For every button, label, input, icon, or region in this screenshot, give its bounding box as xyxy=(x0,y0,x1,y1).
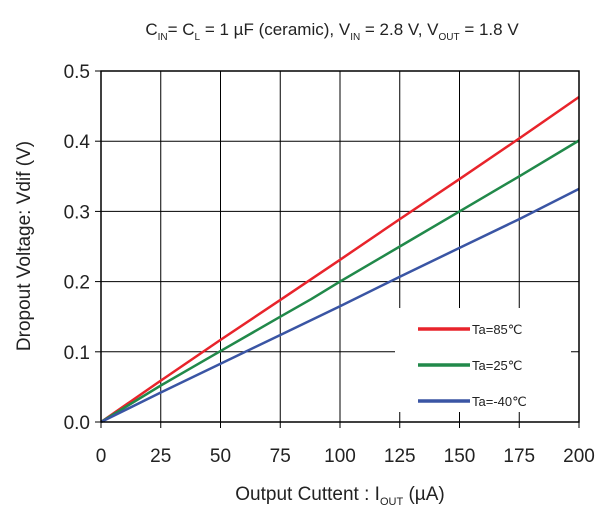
y-tick-label: 0.3 xyxy=(64,202,90,223)
x-tick-label: 75 xyxy=(270,446,291,467)
legend: Ta=85℃ Ta=25℃ Ta=-40℃ xyxy=(395,308,571,412)
series-lines xyxy=(100,95,580,424)
legend-label: Ta=-40℃ xyxy=(472,394,527,409)
x-axis-label: Output Cuttent : IOUT (µA) xyxy=(235,484,445,508)
y-tick-label: 0.5 xyxy=(64,62,90,83)
legend-box xyxy=(395,308,571,412)
x-tick-label: 0 xyxy=(96,446,107,467)
series-line-0 xyxy=(100,95,580,424)
legend-label: Ta=85℃ xyxy=(472,322,522,337)
x-tick-label: 25 xyxy=(150,446,171,467)
legend-label: Ta=25℃ xyxy=(472,358,522,373)
x-tick-label: 200 xyxy=(563,446,595,467)
chart-title: CIN= CL = 1 µF (ceramic), VIN = 2.8 V, V… xyxy=(145,20,519,43)
x-tick-label: 175 xyxy=(503,446,535,467)
x-tick-label: 150 xyxy=(444,446,476,467)
x-tick-label: 125 xyxy=(384,446,416,467)
y-tick-labels: 0.0 0.1 0.2 0.3 0.4 0.5 xyxy=(64,62,91,434)
series-line-2 xyxy=(100,187,580,424)
y-tick-label: 0.4 xyxy=(64,132,91,153)
x-tick-labels: 0 25 50 75 100 125 150 175 200 xyxy=(96,446,595,467)
x-tick-label: 50 xyxy=(210,446,231,467)
series-line-1 xyxy=(100,139,580,424)
y-tick-label: 0.0 xyxy=(64,413,90,434)
x-tick-label: 100 xyxy=(324,446,356,467)
y-tick-label: 0.2 xyxy=(64,273,90,294)
y-axis-label: Dropout Voltage: Vdif (V) xyxy=(14,141,35,351)
y-tick-label: 0.1 xyxy=(64,343,90,364)
plot-frame xyxy=(100,70,580,423)
